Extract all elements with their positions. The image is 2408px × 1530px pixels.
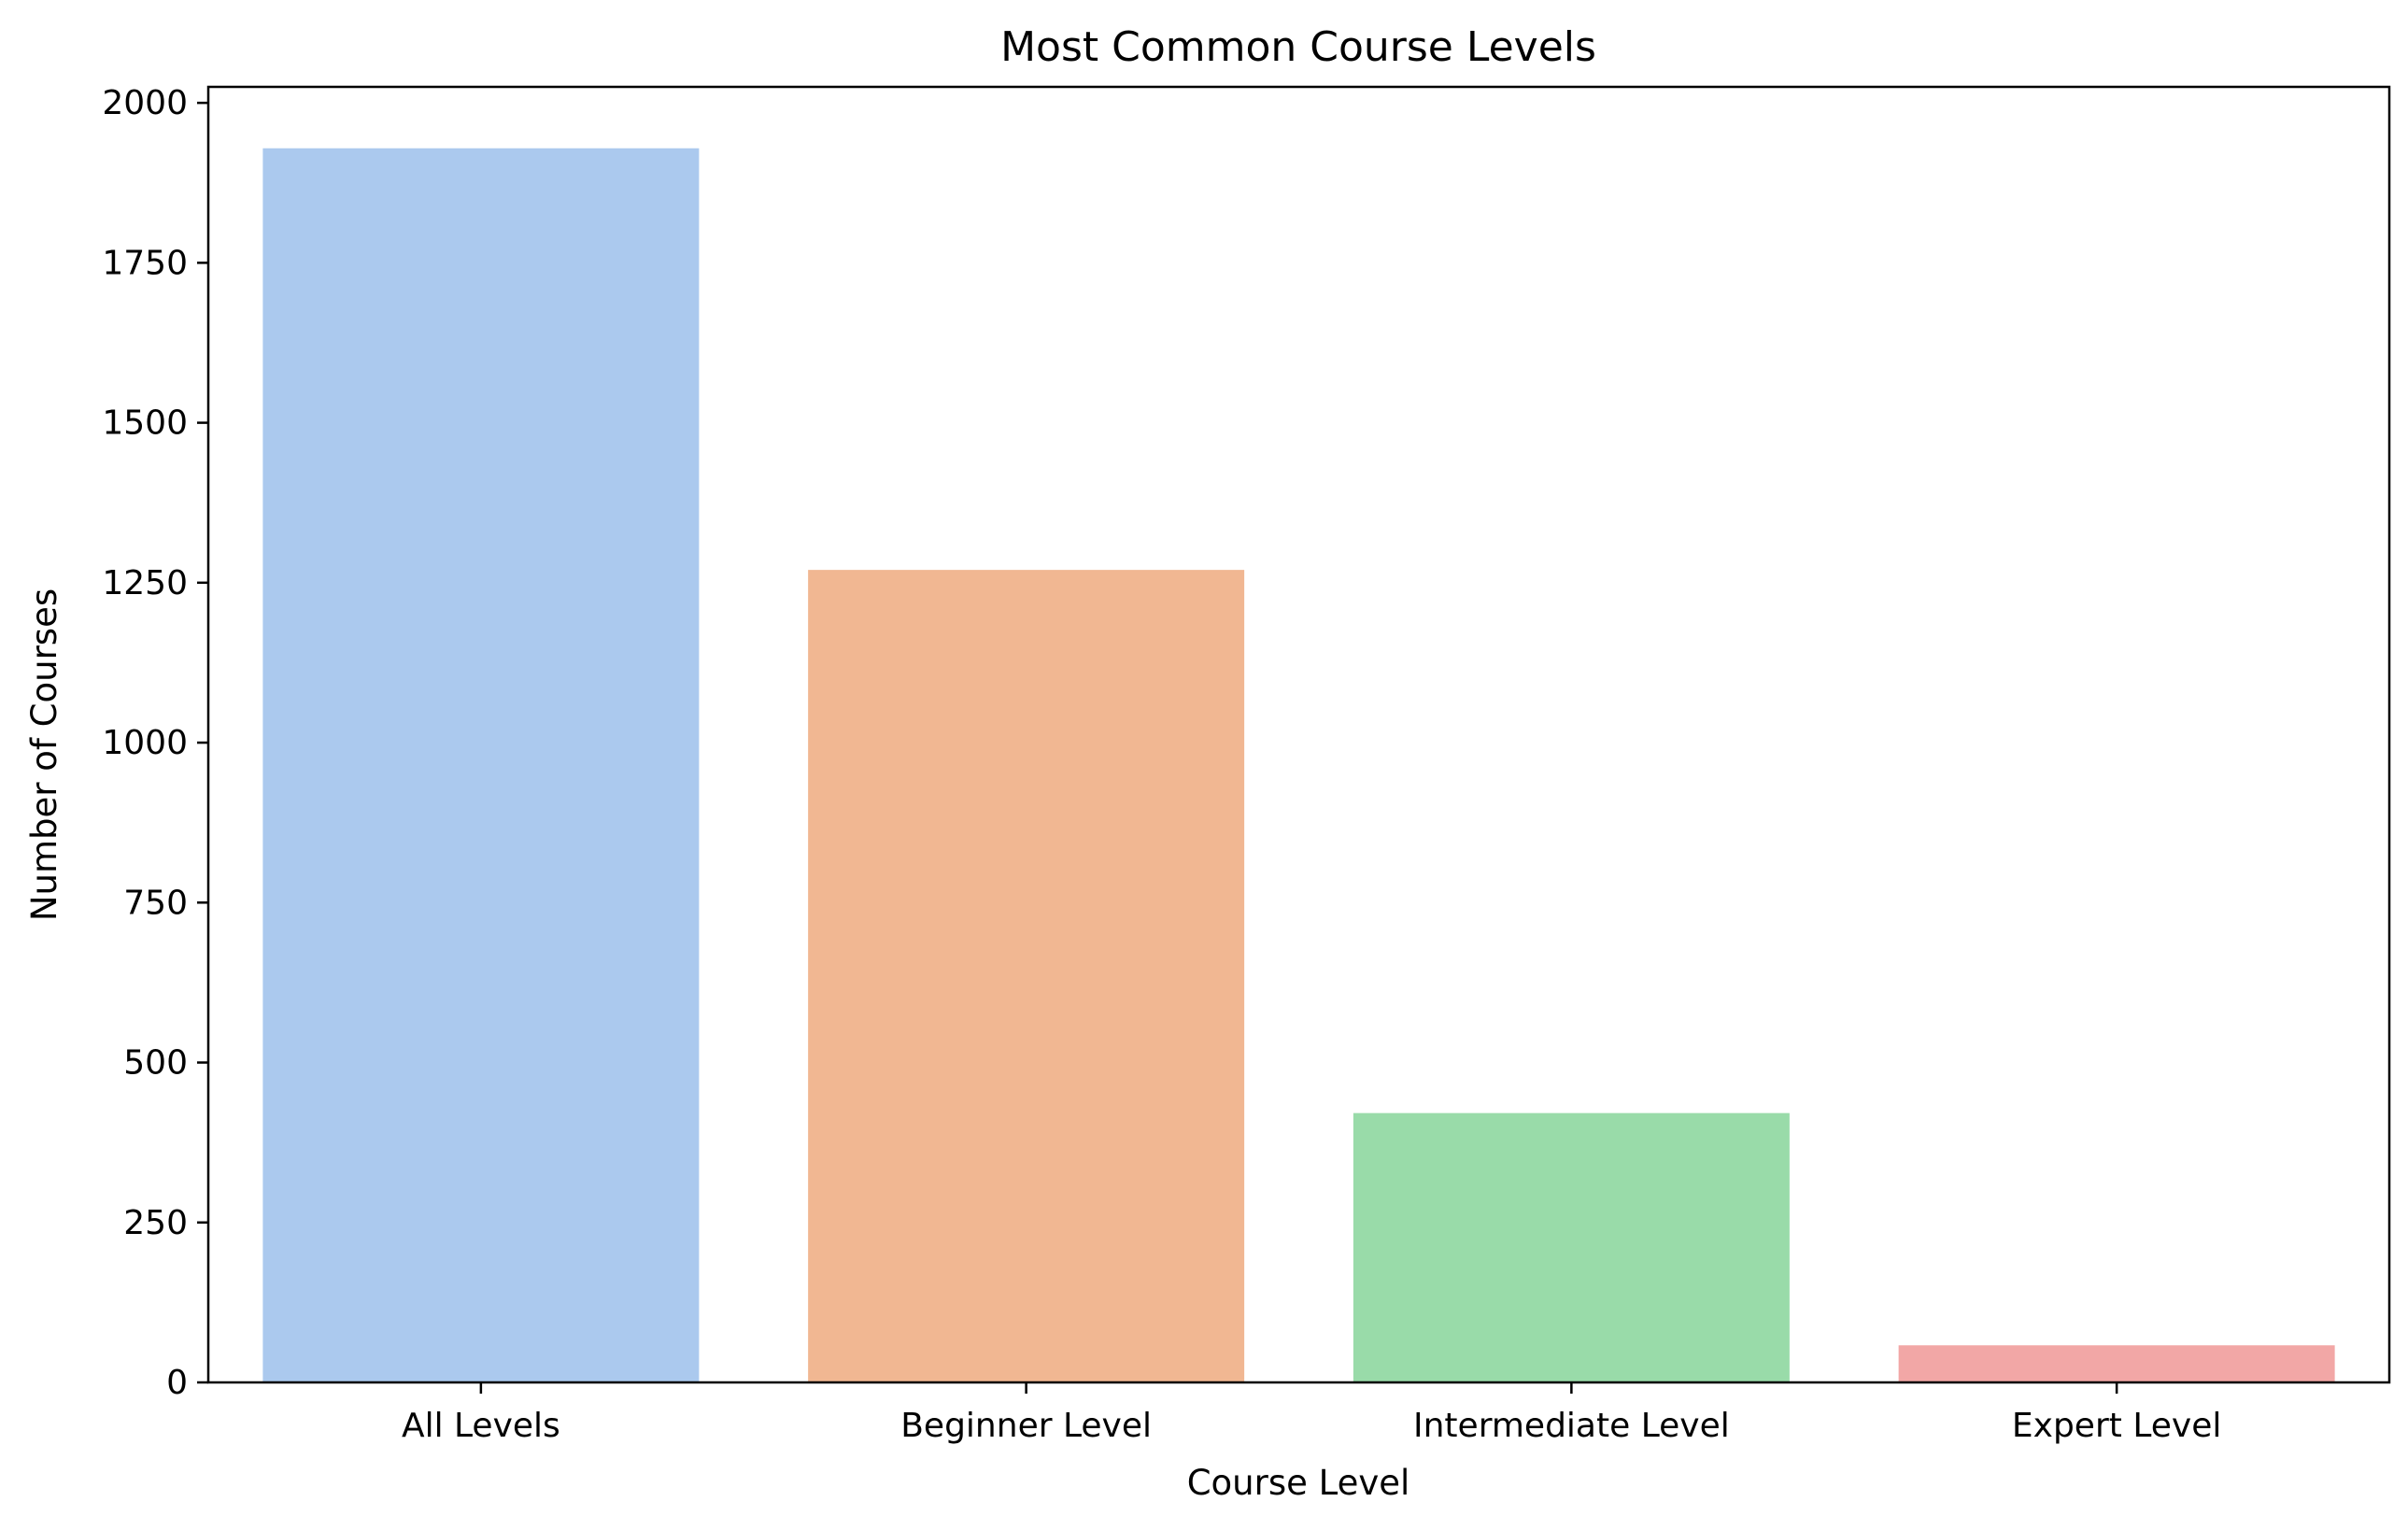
y-tick-label: 500 — [123, 1044, 188, 1083]
chart-title: Most Common Course Levels — [1000, 23, 1596, 71]
bar-intermediate-level — [1353, 1112, 1790, 1382]
y-tick-label: 750 — [123, 884, 188, 922]
bar-all-levels — [262, 148, 700, 1383]
x-tick-label: Expert Level — [2012, 1407, 2221, 1445]
y-tick-label: 0 — [166, 1364, 188, 1402]
y-tick-label: 1000 — [102, 724, 188, 762]
y-axis-label: Number of Courses — [24, 588, 64, 921]
y-tick-label: 1750 — [102, 244, 188, 282]
y-axis: 0 250 500 750 1000 1250 1500 1750 2000 — [102, 84, 208, 1402]
x-tick-label: All Levels — [402, 1407, 560, 1445]
x-axis: All Levels Beginner Level Intermediate Lev… — [402, 1382, 2221, 1445]
x-axis-label: Course Level — [1187, 1463, 1410, 1503]
y-tick-label: 250 — [123, 1204, 188, 1242]
bars-group — [262, 148, 2335, 1383]
y-tick-label: 2000 — [102, 84, 188, 122]
bar-beginner-level — [808, 570, 1245, 1382]
y-tick-label: 1500 — [102, 404, 188, 443]
bar-expert-level — [1898, 1345, 2335, 1382]
x-tick-label: Beginner Level — [900, 1407, 1152, 1445]
y-tick-label: 1250 — [102, 564, 188, 602]
plot-frame — [206, 85, 2391, 1384]
x-tick-label: Intermediate Level — [1413, 1407, 1730, 1445]
